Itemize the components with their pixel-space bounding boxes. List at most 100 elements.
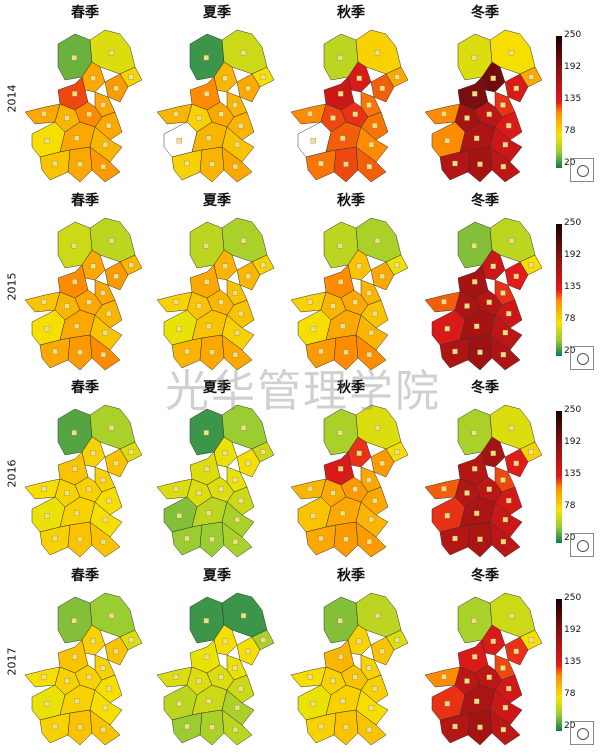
- compass-icon: [570, 158, 594, 182]
- city-marker: [310, 701, 316, 707]
- city-marker: [72, 279, 78, 285]
- city-marker: [71, 618, 77, 624]
- city-marker: [472, 279, 478, 285]
- city-marker: [204, 91, 210, 97]
- city-marker: [232, 726, 239, 733]
- city-marker: [464, 678, 470, 684]
- city-marker: [374, 612, 381, 619]
- season-title: 冬季: [471, 193, 499, 209]
- city-marker: [394, 74, 400, 80]
- city-marker: [113, 648, 119, 655]
- year-label: 2014: [5, 84, 19, 113]
- city-marker: [352, 674, 358, 680]
- colorbar-tick: 20: [564, 346, 576, 356]
- city-marker: [218, 674, 224, 680]
- colorbar-tick: 250: [564, 30, 582, 40]
- city-marker: [52, 348, 58, 355]
- city-marker: [477, 724, 483, 730]
- city-marker: [222, 638, 228, 644]
- city-marker: [471, 618, 477, 624]
- city-marker: [41, 111, 47, 117]
- city-marker: [232, 163, 239, 170]
- city-marker: [176, 326, 182, 332]
- colorbar-tick: 250: [564, 405, 582, 415]
- season-map: [290, 592, 409, 746]
- city-marker: [310, 138, 316, 144]
- season-map: [156, 29, 275, 183]
- city-marker: [372, 122, 378, 129]
- city-marker: [477, 349, 483, 355]
- city-marker: [44, 138, 50, 144]
- city-marker: [100, 290, 106, 296]
- city-marker: [90, 263, 96, 269]
- city-marker: [379, 648, 385, 655]
- city-marker: [513, 85, 519, 92]
- city-marker: [128, 449, 134, 455]
- city-marker: [528, 262, 534, 268]
- city-marker: [366, 665, 372, 671]
- city-marker: [310, 326, 316, 332]
- watermark: 光华管理学院: [165, 366, 441, 417]
- city-marker: [372, 497, 378, 504]
- city-marker: [471, 243, 477, 249]
- city-marker: [203, 243, 209, 249]
- city-marker: [72, 91, 78, 97]
- city-marker: [502, 329, 509, 336]
- city-marker: [343, 349, 349, 355]
- city-marker: [238, 497, 244, 504]
- city-marker: [100, 477, 106, 483]
- city-marker: [184, 723, 190, 730]
- city-marker: [330, 303, 336, 309]
- colorbar-tick: 20: [564, 533, 576, 543]
- city-marker: [52, 160, 58, 167]
- city-marker: [77, 161, 83, 167]
- city-marker: [352, 299, 358, 305]
- city-marker: [52, 535, 58, 542]
- city-marker: [340, 698, 346, 704]
- colorbar-tick: 78: [564, 314, 576, 324]
- city-marker: [366, 102, 372, 108]
- city-marker: [218, 299, 224, 305]
- city-marker: [238, 122, 244, 129]
- season-title: 夏季: [203, 193, 231, 209]
- city-marker: [260, 262, 266, 268]
- city-marker: [100, 163, 107, 170]
- city-marker: [340, 135, 346, 141]
- city-marker: [102, 704, 109, 711]
- city-marker: [471, 55, 477, 61]
- city-marker: [318, 723, 324, 730]
- city-marker: [86, 674, 92, 680]
- city-marker: [52, 723, 58, 730]
- city-marker: [260, 637, 266, 643]
- city-marker: [209, 349, 215, 355]
- city-marker: [44, 701, 50, 707]
- city-marker: [356, 638, 362, 644]
- city-marker: [260, 449, 266, 455]
- city-marker: [464, 115, 470, 121]
- city-marker: [356, 263, 362, 269]
- city-marker: [441, 111, 447, 117]
- city-marker: [474, 510, 480, 516]
- compass-icon: [570, 721, 594, 745]
- city-marker: [64, 115, 70, 121]
- city-marker: [71, 55, 77, 61]
- city-marker: [74, 510, 80, 516]
- city-marker: [472, 466, 478, 472]
- city-marker: [86, 299, 92, 305]
- season-map: [156, 592, 275, 746]
- season-title: 秋季: [337, 568, 365, 584]
- city-marker: [490, 75, 496, 81]
- city-marker: [506, 310, 512, 317]
- city-marker: [528, 74, 534, 80]
- city-marker: [502, 704, 509, 711]
- city-marker: [209, 724, 215, 730]
- city-marker: [394, 262, 400, 268]
- city-marker: [108, 424, 115, 431]
- city-marker: [106, 310, 112, 317]
- colorbar: [556, 599, 562, 731]
- city-marker: [206, 510, 212, 516]
- city-marker: [240, 237, 247, 244]
- city-marker: [506, 497, 512, 504]
- city-marker: [356, 75, 362, 81]
- season-title: 春季: [71, 568, 99, 584]
